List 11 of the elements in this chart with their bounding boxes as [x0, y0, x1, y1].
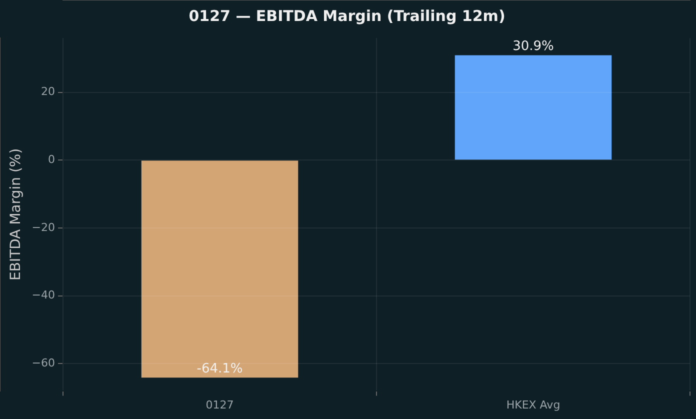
chart-title: 0127 — EBITDA Margin (Trailing 12m) [188, 6, 506, 25]
y-tick-label: −60 [32, 356, 56, 370]
y-axis-title: EBITDA Margin (%) [8, 148, 24, 280]
x-tick-label: HKEX Avg [506, 398, 560, 412]
y-tick-label: −20 [32, 220, 56, 234]
y-tick-label: −40 [32, 288, 56, 302]
y-tick-label: 0 [48, 152, 56, 166]
y-tick-label: 20 [41, 85, 56, 98]
data-label: -64.1% [196, 361, 243, 376]
x-tick-label: 0127 [206, 398, 234, 412]
data-label: 30.9% [512, 39, 554, 54]
